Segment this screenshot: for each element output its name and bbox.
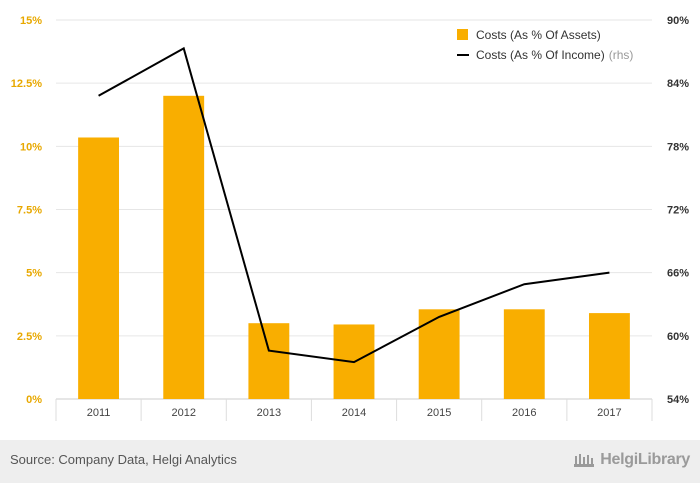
legend-swatch-assets: [457, 29, 468, 40]
legend-note-rhs: (rhs): [609, 48, 634, 62]
bar-2017: [588, 313, 630, 399]
bar-2015: [418, 309, 460, 399]
chart: 0% 2.5% 5% 7.5% 10% 12.5% 15% 54% 60% 66% 72% 78% 84…: [11, 15, 689, 421]
bar-2013: [248, 323, 290, 399]
x-tick-label: 2015: [427, 407, 451, 419]
library-icon: [574, 454, 595, 467]
right-tick-label: 90%: [667, 15, 689, 27]
right-tick-label: 60%: [667, 331, 689, 343]
gridlines: [56, 19, 652, 400]
x-tick-label: 2014: [342, 407, 366, 419]
line-series: [98, 46, 610, 364]
bar-2012: [163, 95, 205, 400]
right-tick-label: 72%: [667, 205, 689, 217]
x-tick-label: 2011: [87, 407, 111, 419]
x-tick-label: 2017: [597, 407, 621, 419]
bar-series: [78, 95, 630, 400]
left-tick-label: 2.5%: [17, 331, 42, 343]
left-tick-label: 10%: [20, 141, 42, 153]
right-tick-label: 78%: [667, 141, 689, 153]
logo-text: HelgiLibrary: [600, 451, 690, 468]
x-tick-label: 2013: [257, 407, 281, 419]
right-tick-label: 66%: [667, 268, 689, 280]
left-tick-label: 12.5%: [11, 78, 42, 90]
source-note: Source: Company Data, Helgi Analytics: [10, 452, 237, 467]
axes: 0% 2.5% 5% 7.5% 10% 12.5% 15% 54% 60% 66% 72% 78% 84…: [11, 15, 689, 421]
footer: Source: Company Data, Helgi Analytics He…: [0, 440, 700, 483]
left-tick-label: 0%: [26, 394, 42, 406]
bar-2011: [78, 137, 120, 400]
legend-label-income: Costs (As % Of Income): [476, 48, 605, 62]
left-tick-label: 7.5%: [17, 205, 42, 217]
bar-2016: [503, 309, 545, 399]
legend-label-assets: Costs (As % Of Assets): [476, 28, 601, 42]
left-tick-label: 15%: [20, 15, 42, 27]
right-tick-label: 54%: [667, 394, 689, 406]
x-tick-label: 2016: [512, 407, 536, 419]
helgi-logo: HelgiLibrary: [572, 450, 690, 470]
left-tick-label: 5%: [26, 268, 42, 280]
x-tick-label: 2012: [171, 407, 195, 419]
right-tick-label: 84%: [667, 78, 689, 90]
legend: Costs (As % Of Assets) Costs (As % Of Inc…: [457, 28, 633, 62]
